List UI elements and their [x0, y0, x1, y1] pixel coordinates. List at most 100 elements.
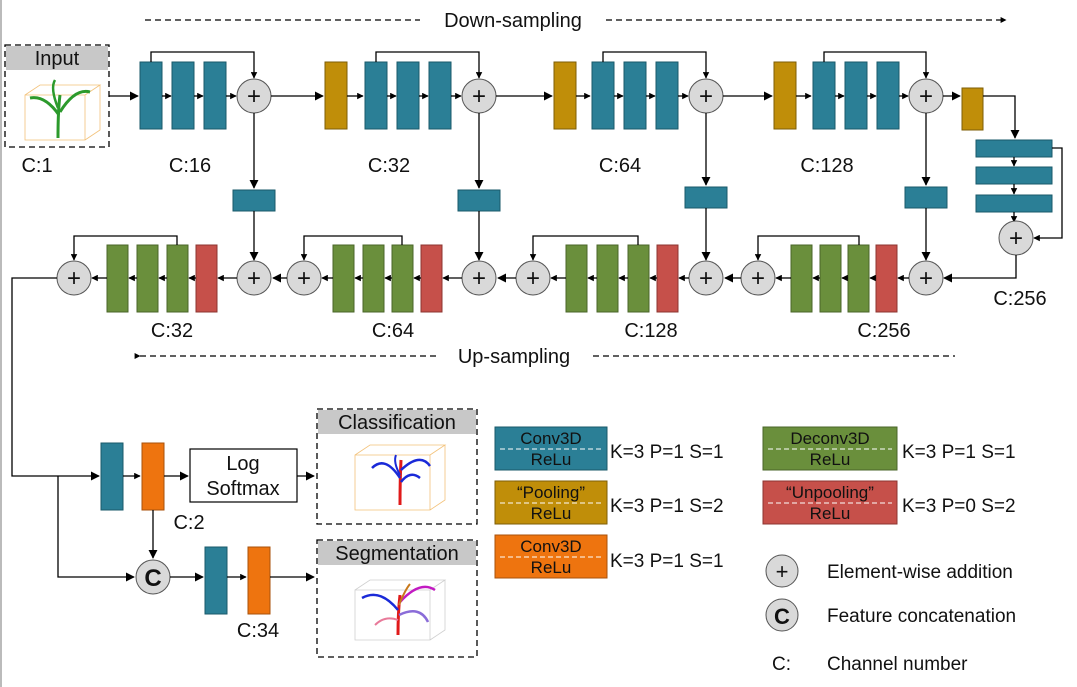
add-node-e3: +: [688, 78, 724, 114]
classification-panel: Classification: [316, 408, 478, 525]
legend-deconv-params: K=3 P=1 S=1: [902, 442, 1016, 463]
legend: Conv3D ReLu K=3 P=1 S=1 “Pooling” ReLu K…: [494, 426, 1016, 675]
segmentation-title-bar: [318, 541, 476, 565]
deconv-block-d2b: [362, 244, 385, 313]
legend-deconv: Deconv3D ReLu K=3 P=1 S=1: [762, 426, 1016, 471]
deconv-block-d2c: [332, 244, 355, 313]
add-symbol: +: [699, 265, 713, 292]
add-symbol: +: [699, 83, 713, 110]
add-node-e1: +: [236, 78, 272, 114]
deconv-block-d1a: [166, 244, 189, 313]
conv-block-e3c: [655, 61, 679, 130]
unpool-block-d1: [195, 244, 218, 313]
legend-pool-line1: “Pooling”: [517, 483, 585, 502]
add-symbol: +: [776, 559, 789, 584]
deconv-block-d3c: [565, 244, 588, 313]
conv-block-e3a: [591, 61, 615, 130]
add-node-d4-skip: +: [908, 260, 944, 296]
skip-conv-3: [684, 186, 728, 209]
add-symbol: +: [247, 265, 261, 292]
conv-block-bottleneck-c: [975, 194, 1053, 213]
legend-conv-out: Conv3D ReLu K=3 P=1 S=1: [494, 534, 724, 579]
conv-block-e4a: [812, 61, 836, 130]
skip-conv-4: [904, 186, 948, 209]
pool-block-e2: [324, 61, 348, 130]
input-panel: Input: [4, 44, 110, 148]
channel-label-input: C:1: [21, 155, 52, 177]
classification-title: Classification: [338, 412, 456, 434]
classification-thumbnail: [354, 444, 447, 511]
legend-unpool-line2: ReLu: [810, 504, 851, 523]
channel-label-e2: C:32: [368, 155, 410, 177]
unpool-block-d4: [875, 244, 898, 313]
up-sampling-label: Up-sampling: [458, 346, 570, 368]
legend-channel-text: Channel number: [827, 654, 968, 675]
deconv-block-d4c: [790, 244, 813, 313]
legend-conv-line2: ReLu: [531, 450, 572, 469]
channel-label-d2: C:64: [372, 320, 414, 342]
add-symbol: +: [472, 265, 486, 292]
legend-channel: C: Channel number: [772, 654, 968, 675]
legend-channel-symbol: C:: [772, 654, 791, 675]
deconv-block-d4b: [819, 244, 842, 313]
conv-block-e4c: [876, 61, 900, 130]
add-symbol: +: [297, 265, 311, 292]
input-title-bar: [6, 46, 108, 70]
legend-add-text: Element-wise addition: [827, 562, 1013, 583]
input-title: Input: [35, 48, 80, 70]
channel-label-d4: C:256: [857, 320, 910, 342]
add-symbol: +: [751, 265, 765, 292]
conv-block-e2b: [396, 61, 420, 130]
add-symbol: +: [526, 265, 540, 292]
channel-label-d3: C:128: [624, 320, 677, 342]
skip-conv-2: [457, 189, 501, 212]
add-node-d1: +: [56, 260, 92, 296]
legend-conv: Conv3D ReLu K=3 P=1 S=1: [494, 426, 724, 471]
segmentation-panel: Segmentation: [316, 539, 478, 658]
conv-out-block-cls: [141, 442, 165, 511]
log-softmax-line1: Log: [226, 453, 259, 475]
add-symbol: +: [919, 265, 933, 292]
down-sampling-label: Down-sampling: [444, 10, 582, 32]
down-sampling-header: Down-sampling: [145, 10, 1007, 32]
legend-conv-out-line2: ReLu: [531, 558, 572, 577]
skip-conv-1: [232, 189, 276, 212]
conv-block-e3b: [623, 61, 647, 130]
conv-block-e1c: [203, 61, 227, 130]
pool-block-e4: [773, 61, 797, 130]
concat-node: C: [135, 559, 171, 595]
legend-conv-line1: Conv3D: [520, 429, 581, 448]
deconv-block-d3b: [596, 244, 619, 313]
log-softmax-box: Log Softmax: [189, 448, 298, 503]
add-node-e4: +: [908, 78, 944, 114]
deconv-block-d1c: [106, 244, 129, 313]
legend-unpool-params: K=3 P=0 S=2: [902, 496, 1016, 517]
pool-block-bottleneck: [961, 87, 984, 131]
legend-deconv-line2: ReLu: [810, 450, 851, 469]
conv-block-bottleneck-a: [975, 139, 1053, 158]
channel-label-seg: C:34: [237, 620, 279, 642]
segmentation-title: Segmentation: [335, 543, 458, 565]
channel-label-e4: C:128: [800, 155, 853, 177]
conv-block-seg: [204, 546, 228, 615]
add-node-bottleneck: +: [998, 220, 1034, 256]
legend-pool-line2: ReLu: [531, 504, 572, 523]
legend-conv-params: K=3 P=1 S=1: [610, 442, 724, 463]
add-node-d3: +: [515, 260, 551, 296]
add-symbol: +: [1009, 225, 1023, 252]
add-node-d1-skip: +: [236, 260, 272, 296]
add-node-e2: +: [461, 78, 497, 114]
conv-block-bottleneck-b: [975, 166, 1053, 185]
conv-block-e2c: [428, 61, 452, 130]
channel-label-bottleneck: C:256: [993, 288, 1046, 310]
conv-out-block-seg: [247, 546, 271, 615]
add-node-d3-skip: +: [688, 260, 724, 296]
channel-label-cls: C:2: [173, 512, 204, 534]
deconv-block-d4a: [847, 244, 870, 313]
legend-conv-out-line1: Conv3D: [520, 537, 581, 556]
log-softmax-line2: Softmax: [206, 478, 279, 500]
up-sampling-header: Up-sampling: [134, 346, 955, 368]
channel-label-e1: C:16: [169, 155, 211, 177]
pool-block-e3: [553, 61, 577, 130]
